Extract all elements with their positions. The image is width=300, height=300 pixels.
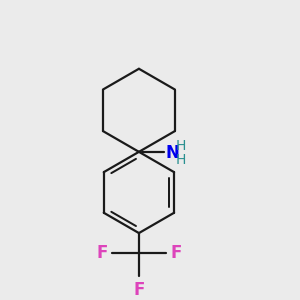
- Text: F: F: [133, 281, 145, 299]
- Text: H: H: [176, 153, 186, 167]
- Text: F: F: [170, 244, 182, 262]
- Text: N: N: [166, 144, 180, 162]
- Text: F: F: [96, 244, 107, 262]
- Text: H: H: [176, 139, 186, 153]
